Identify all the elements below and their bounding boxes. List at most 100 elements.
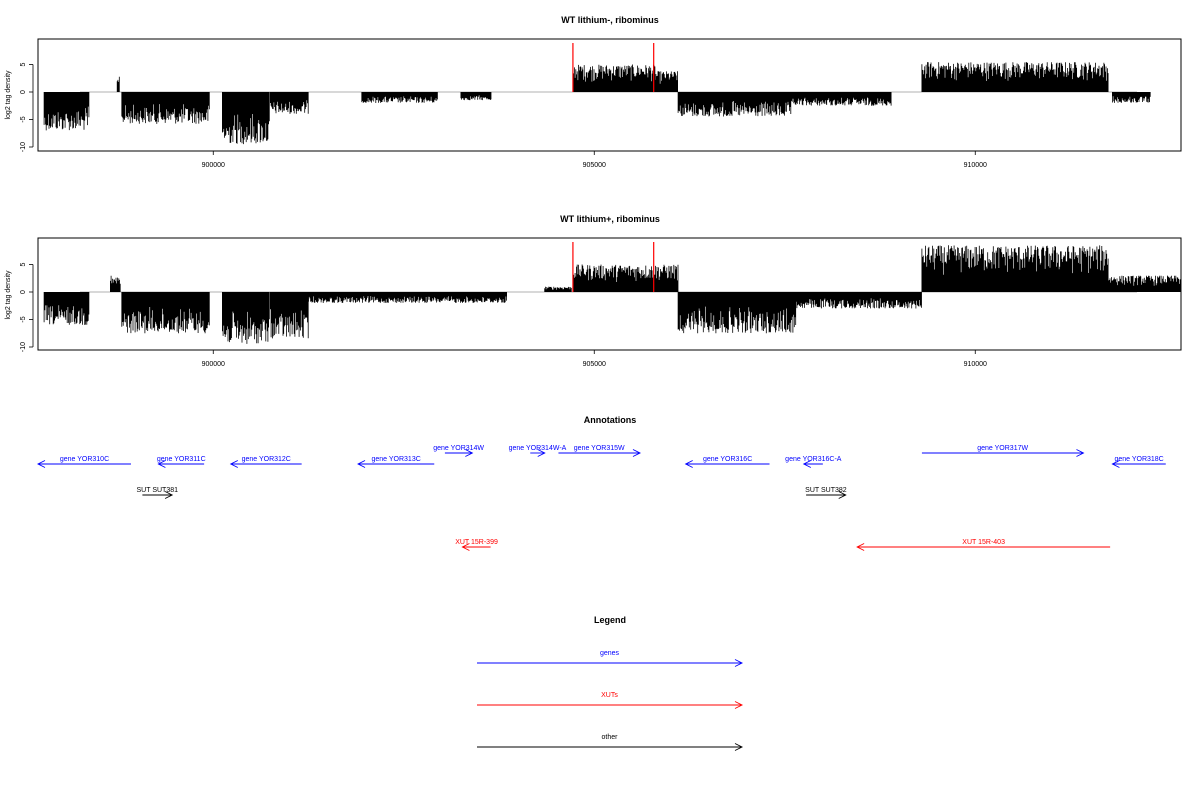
y-tick-label: -10: [20, 342, 27, 352]
feature-label: gene YOR313C: [371, 456, 420, 463]
feature-label: gene YOR315W: [574, 445, 625, 452]
feature-5: gene YOR314W-A: [509, 445, 567, 457]
feature-3: gene YOR313C: [357, 456, 435, 468]
track-title: WT lithium-, ribominus: [561, 15, 659, 25]
feature-label: SUT SUT381: [137, 487, 179, 494]
feature-14: XUT 15R-403: [856, 539, 1111, 551]
density-segment-10: [792, 92, 892, 106]
feature-0: gene YOR310C: [36, 456, 131, 468]
feature-label: gene YOR318C: [1114, 456, 1163, 463]
feature-1: gene YOR311C: [157, 456, 206, 468]
x-tick-label: 900000: [202, 361, 225, 368]
feature-label: gene YOR316C: [703, 456, 752, 463]
annotations-panel: Annotations gene YOR310C gene YOR311C gene…: [36, 415, 1166, 551]
feature-7: gene YOR316C: [684, 456, 770, 468]
feature-arrow-head: [1111, 460, 1120, 468]
legend-label: other: [602, 734, 619, 741]
density-segment-8: [654, 71, 678, 92]
feature-label: gene YOR314W-A: [509, 445, 567, 452]
feature-6: gene YOR315W: [558, 445, 641, 457]
feature-9: gene YOR317W: [921, 445, 1085, 457]
track-panel-2: WT lithium+, ribominus -10 -5 0 5 900000 905…: [5, 214, 1182, 368]
density-segment-0: [43, 92, 90, 131]
x-axis: 900000 905000 910000: [202, 151, 987, 169]
x-tick-label: 910000: [964, 361, 987, 368]
density-segment-10: [921, 245, 1109, 292]
legend-item-2: other: [477, 734, 744, 751]
feature-11: SUT SUT381: [137, 487, 179, 499]
feature-10: gene YOR318C: [1111, 456, 1166, 468]
y-tick-label: 0: [20, 90, 27, 94]
feature-arrow-head: [465, 449, 474, 457]
density-segment-3: [222, 92, 270, 145]
density-segment-11: [1108, 275, 1182, 292]
feature-arrow-head: [461, 543, 470, 551]
y-tick-label: -5: [20, 316, 27, 322]
annotations-title: Annotations: [584, 415, 637, 425]
feature-2: gene YOR312C: [229, 456, 302, 468]
legend-arrow-head: [734, 743, 744, 751]
legend-items: genes XUTs other: [477, 650, 744, 751]
feature-arrow-head: [537, 449, 546, 457]
feature-arrow-head: [229, 460, 238, 468]
y-tick-label: -10: [20, 142, 27, 152]
feature-label: SUT SUT382: [805, 487, 847, 494]
feature-arrow-head: [36, 460, 46, 468]
x-tick-label: 900000: [202, 162, 225, 169]
legend-label: genes: [600, 650, 620, 657]
density-segment-9: [677, 92, 793, 117]
density-segment-9: [795, 292, 922, 309]
density-segment-4: [270, 292, 309, 339]
density-segment-4: [270, 92, 309, 114]
feature-label: gene YOR312C: [242, 456, 291, 463]
feature-13: XUT 15R-399: [455, 539, 498, 551]
feature-label: gene YOR310C: [60, 456, 109, 463]
density-segment-3: [222, 292, 270, 344]
feature-label: XUT 15R-399: [455, 539, 498, 546]
feature-arrow-head: [164, 491, 174, 499]
y-axis: -10 -5 0 5: [20, 262, 34, 352]
feature-12: SUT SUT382: [805, 487, 847, 499]
y-tick-label: 5: [20, 62, 27, 66]
track-panel-1: WT lithium-, ribominus -10 -5 0 5 900000 905…: [5, 15, 1182, 169]
feature-label: gene YOR314W: [433, 445, 484, 452]
density-segment-2: [121, 292, 210, 334]
plot-frame: [37, 237, 1182, 351]
feature-arrow-head: [1076, 449, 1085, 457]
feature-arrow-head: [856, 543, 865, 551]
plot-frame: [37, 38, 1182, 152]
y-axis-label: log2 tag density: [5, 270, 12, 320]
density-segment-7: [573, 264, 679, 292]
y-tick-label: 0: [20, 290, 27, 294]
density-segment-1: [110, 275, 121, 292]
legend-arrow-head: [734, 701, 744, 709]
density-segment-6: [460, 92, 492, 101]
feature-label: XUT 15R-403: [962, 539, 1005, 546]
feature-label: gene YOR317W: [977, 445, 1028, 452]
density-segment-8: [677, 292, 797, 334]
legend-title: Legend: [594, 615, 626, 625]
density-segment-5: [308, 292, 507, 303]
feature-arrows: gene YOR310C gene YOR311C gene YOR312C gene…: [36, 445, 1166, 551]
marker-lines: [572, 242, 655, 292]
feature-4: gene YOR314W: [433, 445, 484, 457]
density-bars: [43, 245, 1182, 344]
legend-item-1: XUTs: [477, 692, 744, 709]
density-segment-5: [361, 92, 438, 103]
density-segment-11: [921, 62, 1109, 92]
x-tick-label: 910000: [964, 162, 987, 169]
x-axis: 900000 905000 910000: [202, 350, 987, 368]
feature-arrow-head: [157, 460, 166, 468]
x-tick-label: 905000: [583, 162, 606, 169]
track-title: WT lithium+, ribominus: [560, 214, 660, 224]
feature-arrow-head: [802, 460, 812, 468]
feature-arrow-head: [632, 449, 641, 457]
feature-arrow-head: [684, 460, 693, 468]
feature-arrow-head: [838, 491, 847, 499]
y-axis-label: log2 tag density: [5, 70, 12, 120]
density-segment-6: [544, 286, 572, 292]
feature-label: gene YOR316C-A: [785, 456, 842, 463]
density-bars: [43, 62, 1151, 145]
feature-arrow-head: [357, 460, 366, 468]
